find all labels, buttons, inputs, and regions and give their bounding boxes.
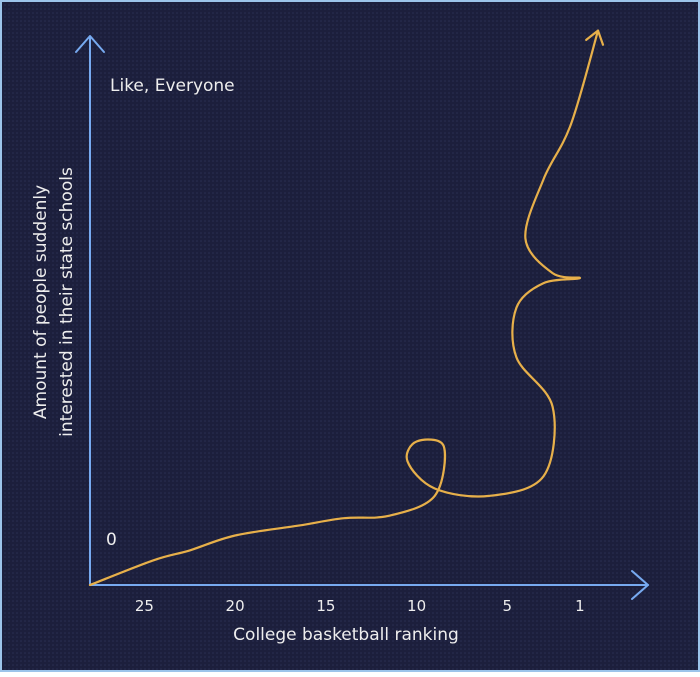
axes <box>75 35 649 600</box>
x-tick-label: 15 <box>316 597 335 615</box>
y-axis-arrowhead <box>75 35 105 53</box>
y-axis-label-line1: Amount of people suddenly <box>31 185 51 419</box>
x-tick-labels: 25 20 15 10 5 1 <box>135 597 585 615</box>
x-tick-label: 20 <box>226 597 245 615</box>
x-axis-arrowhead <box>631 570 649 600</box>
x-tick-label: 1 <box>575 597 585 615</box>
y-annotation-everyone: Like, Everyone <box>110 76 235 96</box>
curve-arrowhead <box>585 29 605 46</box>
y-annotation-zero: 0 <box>106 530 117 550</box>
x-tick-label: 10 <box>407 597 426 615</box>
x-axis-label: College basketball ranking <box>233 625 459 645</box>
data-curve <box>88 29 600 587</box>
y-axis-label-line2: interested in their state schools <box>57 167 77 437</box>
x-tick-label: 25 <box>135 597 154 615</box>
x-tick-label: 5 <box>503 597 513 615</box>
